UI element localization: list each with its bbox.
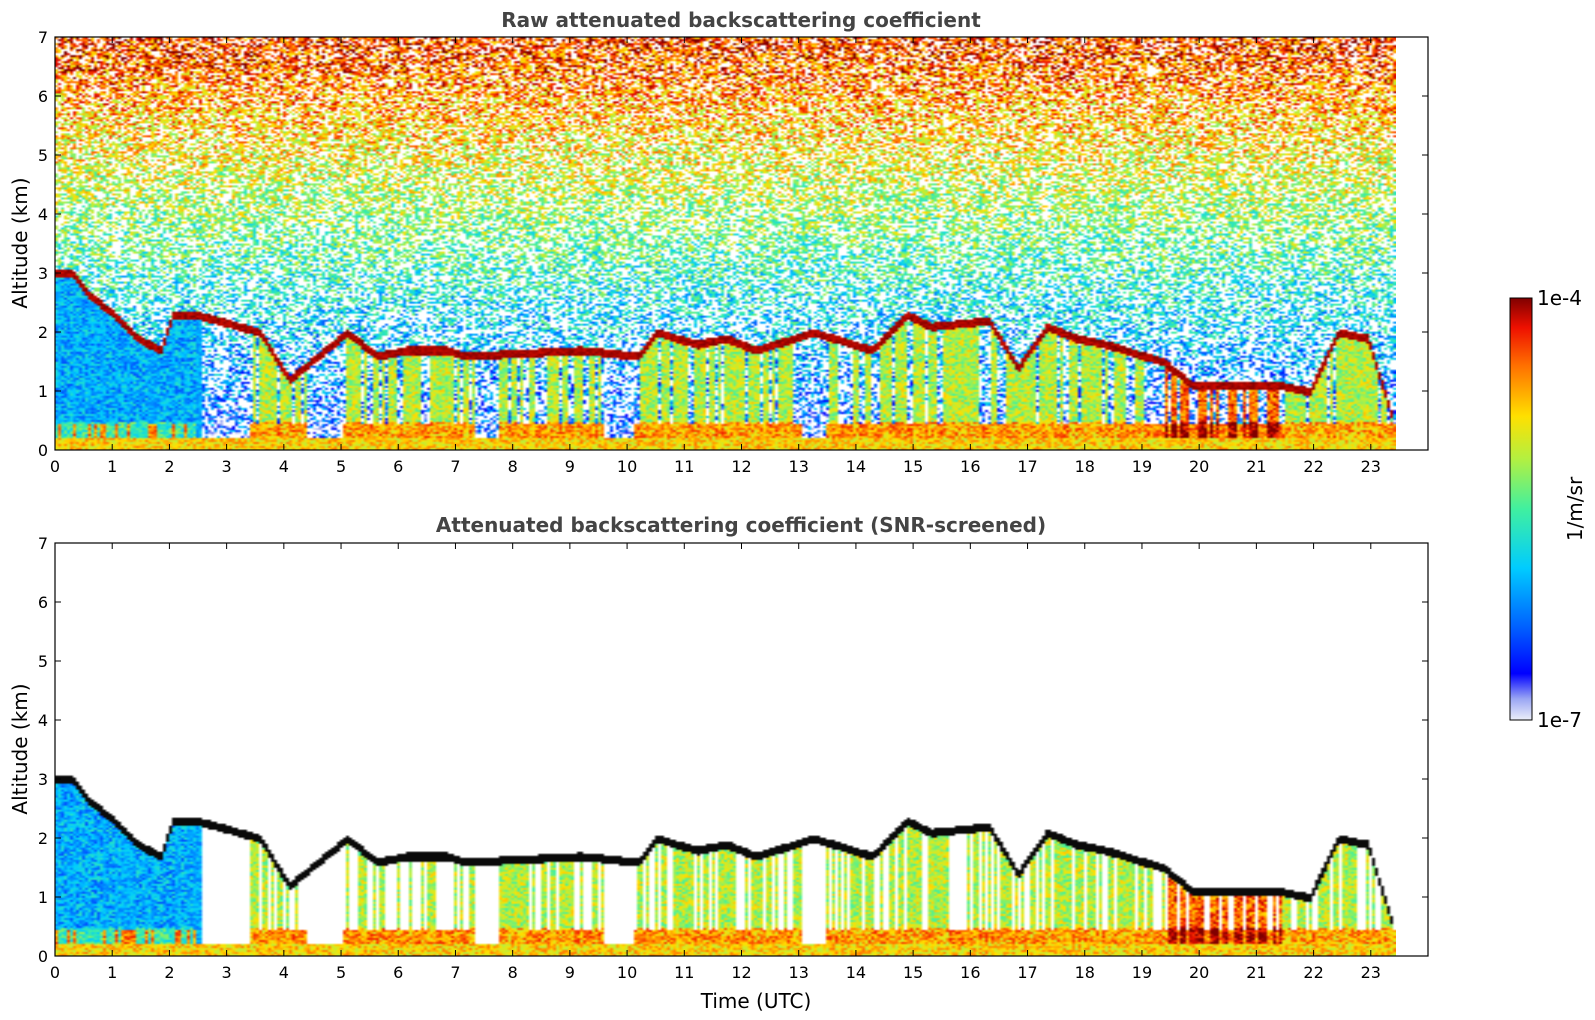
- y-tick-label: 3: [38, 770, 48, 789]
- y-tick-label: 6: [38, 593, 48, 612]
- panel-screened-title: Attenuated backscattering coefficient (S…: [436, 513, 1046, 537]
- x-tick-label: 16: [960, 963, 980, 982]
- x-tick-label: 5: [336, 963, 346, 982]
- panel-raw-x-ticks: 0 1 2 3 4 5 6 7 8 9 10 11 12 13 14 15 16 17 18 19 20 21 22 23: [50, 37, 1381, 476]
- x-tick-label: 6: [393, 963, 403, 982]
- x-tick-label: 13: [789, 963, 809, 982]
- x-tick-label: 2: [164, 457, 174, 476]
- raw-backscatter-heatmap: [55, 37, 1396, 450]
- panel-screened-xlabel: Time (UTC): [700, 989, 812, 1013]
- colorbar-min-label: 1e-7: [1537, 708, 1582, 732]
- y-tick-label: 4: [38, 711, 48, 730]
- x-tick-label: 9: [565, 963, 575, 982]
- panel-screened-x-ticks: 0 1 2 3 4 5 6 7 8 9 10 11 12 13 14 15 16 17 18 19 20 21 22 23: [50, 543, 1381, 982]
- panel-raw-ylabel: Altitude (km): [8, 177, 32, 308]
- x-tick-label: 11: [674, 963, 694, 982]
- x-tick-label: 1: [107, 457, 117, 476]
- x-tick-label: 16: [960, 457, 980, 476]
- y-tick-label: 7: [38, 28, 48, 47]
- colorbar-gradient: [1509, 297, 1533, 721]
- x-tick-label: 14: [846, 963, 866, 982]
- x-tick-label: 18: [1075, 457, 1095, 476]
- y-tick-label: 0: [38, 441, 48, 460]
- x-tick-label: 22: [1303, 963, 1323, 982]
- panel-screened-y-ticks: 0 1 2 3 4 5 6 7: [38, 534, 1428, 966]
- y-tick-label: 5: [38, 146, 48, 165]
- y-tick-label: 3: [38, 264, 48, 283]
- x-tick-label: 11: [674, 457, 694, 476]
- y-tick-label: 5: [38, 652, 48, 671]
- x-tick-label: 17: [1017, 963, 1037, 982]
- x-tick-label: 6: [393, 457, 403, 476]
- y-tick-label: 0: [38, 947, 48, 966]
- panel-screened: Attenuated backscattering coefficient (S…: [8, 513, 1429, 1013]
- x-tick-label: 13: [789, 457, 809, 476]
- panel-raw-title: Raw attenuated backscattering coefficien…: [501, 8, 981, 32]
- y-tick-label: 1: [38, 888, 48, 907]
- x-tick-label: 9: [565, 457, 575, 476]
- x-tick-label: 3: [222, 457, 232, 476]
- x-tick-label: 19: [1132, 457, 1152, 476]
- x-tick-label: 7: [450, 963, 460, 982]
- screened-backscatter-heatmap: [55, 543, 1396, 956]
- y-tick-label: 7: [38, 534, 48, 553]
- x-tick-label: 10: [617, 457, 637, 476]
- x-tick-label: 20: [1189, 963, 1209, 982]
- x-tick-label: 21: [1246, 457, 1266, 476]
- x-tick-label: 22: [1303, 457, 1323, 476]
- x-tick-label: 1: [107, 963, 117, 982]
- x-tick-label: 10: [617, 963, 637, 982]
- y-tick-label: 2: [38, 829, 48, 848]
- x-tick-label: 0: [50, 963, 60, 982]
- y-tick-label: 4: [38, 205, 48, 224]
- x-tick-label: 3: [222, 963, 232, 982]
- panel-raw: Raw attenuated backscattering coefficien…: [8, 8, 1429, 476]
- x-tick-label: 21: [1246, 963, 1266, 982]
- x-tick-label: 0: [50, 457, 60, 476]
- x-tick-label: 19: [1132, 963, 1152, 982]
- x-tick-label: 12: [731, 963, 751, 982]
- y-tick-label: 1: [38, 382, 48, 401]
- y-tick-label: 2: [38, 323, 48, 342]
- colorbar-units-label: 1/m/sr: [1563, 476, 1587, 541]
- x-tick-label: 23: [1361, 963, 1381, 982]
- x-tick-label: 15: [903, 963, 923, 982]
- x-tick-label: 17: [1017, 457, 1037, 476]
- y-tick-label: 6: [38, 87, 48, 106]
- x-tick-label: 12: [731, 457, 751, 476]
- x-tick-label: 20: [1189, 457, 1209, 476]
- x-tick-label: 4: [279, 457, 289, 476]
- x-tick-label: 8: [508, 963, 518, 982]
- x-tick-label: 14: [846, 457, 866, 476]
- colorbar: 1e-4 1e-7 1/m/sr: [1509, 286, 1587, 732]
- panel-raw-y-ticks: 0 1 2 3 4 5 6 7: [38, 28, 1428, 460]
- x-tick-label: 2: [164, 963, 174, 982]
- colorbar-max-label: 1e-4: [1537, 286, 1582, 310]
- x-tick-label: 7: [450, 457, 460, 476]
- x-tick-label: 23: [1361, 457, 1381, 476]
- x-tick-label: 4: [279, 963, 289, 982]
- x-tick-label: 15: [903, 457, 923, 476]
- x-tick-label: 5: [336, 457, 346, 476]
- x-tick-label: 18: [1075, 963, 1095, 982]
- x-tick-label: 8: [508, 457, 518, 476]
- panel-screened-ylabel: Altitude (km): [8, 683, 32, 814]
